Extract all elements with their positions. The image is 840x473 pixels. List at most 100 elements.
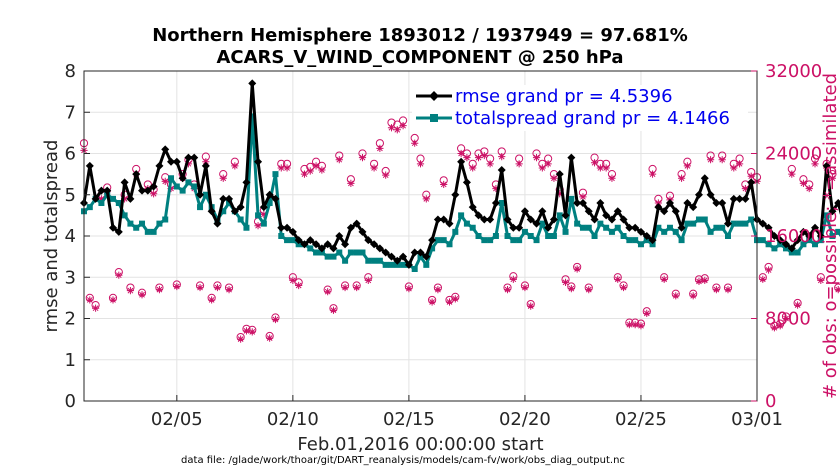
legend-spread-label: totalspread grand pr = 4.1466 <box>455 108 730 129</box>
rmse-point <box>451 190 460 199</box>
rmse-point <box>271 194 280 203</box>
rmse-point <box>665 199 674 207</box>
obs-assimilated-point <box>486 160 494 168</box>
spread-point <box>446 241 453 248</box>
spread-point <box>197 204 204 211</box>
y-tick-label: 3 <box>65 267 76 288</box>
spread-point <box>794 249 801 256</box>
spread-point <box>394 261 401 268</box>
obs-assimilated-point <box>556 190 564 198</box>
obs-assimilated-point <box>521 283 529 292</box>
obs-assimilated-point <box>538 164 546 172</box>
rmse-point <box>242 178 251 187</box>
spread-point <box>185 179 192 186</box>
spread-point <box>318 249 325 256</box>
spread-point <box>156 220 163 227</box>
obs-assimilated-point <box>300 170 309 178</box>
obs-assimilated-point <box>648 170 657 178</box>
rmse-point <box>573 199 582 207</box>
obs-assimilated-point <box>805 184 813 193</box>
rmse-point <box>201 161 210 170</box>
spread-point <box>695 216 702 223</box>
spread-point <box>533 237 540 244</box>
spread-point <box>307 245 314 252</box>
rmse-point <box>341 240 350 249</box>
spread-point <box>133 224 140 231</box>
rmse-point <box>346 223 355 232</box>
obs-assimilated-point <box>631 321 639 329</box>
rmse-point <box>358 227 367 236</box>
rmse-point <box>230 207 239 216</box>
obs-assimilated-point <box>585 286 593 294</box>
y2-axis-label: # of obs: o=possible; *=assimilated <box>820 73 840 399</box>
rmse-point <box>671 207 680 216</box>
rmse-point <box>225 194 234 203</box>
obs-assimilated-point <box>794 301 802 309</box>
rmse-point <box>561 211 570 220</box>
rmse-point <box>312 240 321 249</box>
rmse-point <box>254 157 263 166</box>
obs-assimilated-point <box>283 164 291 172</box>
x-tick-label: 02/05 <box>151 409 203 430</box>
spread-point <box>765 241 772 248</box>
rmse-point <box>294 236 303 245</box>
spread-point <box>748 216 755 223</box>
rmse-point <box>625 223 634 232</box>
rmse-point <box>549 215 558 224</box>
obs-assimilated-point <box>376 144 384 152</box>
data-file-footnote: data file: /glade/work/thoar/git/DART_re… <box>181 455 625 466</box>
rmse-point <box>167 157 176 166</box>
spread-point <box>255 212 262 219</box>
rmse-point <box>126 194 135 203</box>
rmse-point <box>161 145 170 154</box>
obs-assimilated-point <box>109 296 117 304</box>
rmse-point <box>782 240 791 249</box>
obs-assimilated-point <box>735 160 744 168</box>
spread-point <box>800 241 807 248</box>
spread-point <box>121 212 128 219</box>
spread-point <box>475 233 482 239</box>
spread-point <box>666 224 673 231</box>
rmse-point <box>219 194 228 203</box>
rmse-point <box>578 199 587 207</box>
y-axis-label: rmse and totalspread <box>41 140 62 333</box>
obs-assimilated-point <box>445 298 454 306</box>
spread-point <box>591 233 598 239</box>
rmse-point <box>486 215 495 224</box>
obs-assimilated-point <box>126 287 135 295</box>
spread-point <box>440 237 447 244</box>
spread-point <box>353 249 360 256</box>
obs-assimilated-point <box>242 327 251 335</box>
obs-assimilated-point <box>689 292 697 300</box>
spread-point <box>411 266 418 272</box>
spread-point <box>556 212 563 219</box>
obs-assimilated-point <box>266 334 274 342</box>
obs-assimilated-point <box>271 315 280 324</box>
spread-point <box>817 237 824 244</box>
spread-point <box>719 224 726 231</box>
rmse-point <box>91 194 100 203</box>
spread-point <box>742 220 749 227</box>
obs-assimilated-point <box>701 276 709 284</box>
rmse-point <box>352 219 361 228</box>
spread-point <box>730 220 737 227</box>
spread-point <box>289 237 296 244</box>
obs-assimilated-point <box>382 171 390 179</box>
obs-assimilated-point <box>741 184 749 193</box>
spread-point <box>423 261 430 268</box>
rmse-point <box>799 227 808 236</box>
rmse-point <box>526 215 535 224</box>
obs-assimilated-point <box>324 288 332 296</box>
spread-point <box>678 237 685 244</box>
obs-assimilated-point <box>706 156 715 164</box>
chart-title: Northern Hemisphere 1893012 / 1937949 = … <box>152 25 688 68</box>
y2-tick-label: 32000 <box>765 61 822 82</box>
obs-assimilated-point <box>312 162 320 170</box>
rmse-point <box>503 215 512 224</box>
spread-point <box>550 233 557 239</box>
rmse-point <box>596 199 605 207</box>
obs-assimilated-point <box>202 158 210 166</box>
rmse-point <box>439 215 448 224</box>
obs-assimilated-point <box>318 166 326 174</box>
obs-assimilated-point <box>173 282 181 291</box>
